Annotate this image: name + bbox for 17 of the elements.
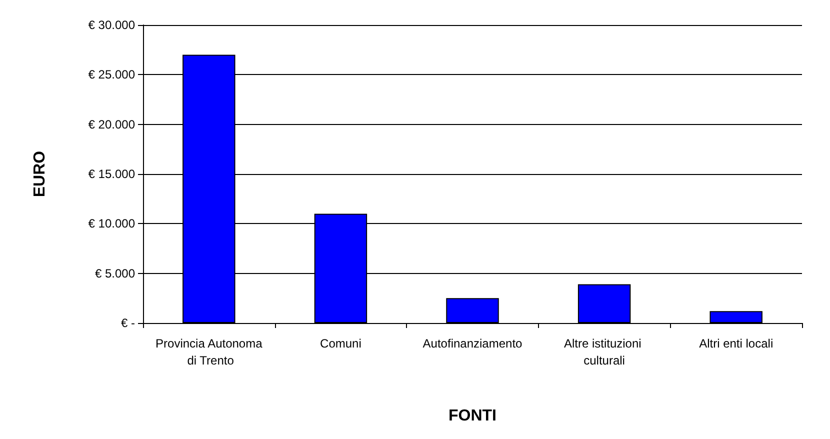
x-tick-label: Altri enti locali: [699, 336, 774, 350]
bar: [578, 284, 631, 323]
x-tick-label: Altre istituzioni culturali: [564, 336, 645, 368]
y-tick-label: € -: [120, 316, 135, 330]
x-axis-title: FONTI: [448, 408, 496, 424]
x-tick-label: Autofinanziamento: [422, 336, 523, 350]
y-tick-label: € 10.000: [88, 216, 136, 231]
y-tick-label: € 15.000: [88, 167, 136, 181]
y-tick-label: € 30.000: [88, 18, 136, 32]
y-axis-title: EURO: [32, 150, 48, 198]
bar: [446, 298, 499, 323]
y-tick-label: € 20.000: [88, 117, 136, 132]
x-tick-label: Provincia Autonoma di Trento: [156, 336, 263, 368]
y-tick-label: € 5.000: [94, 266, 136, 280]
x-tick-label: Comuni: [320, 336, 362, 350]
y-tick-label: € 25.000: [88, 68, 136, 82]
bar: [710, 311, 762, 323]
